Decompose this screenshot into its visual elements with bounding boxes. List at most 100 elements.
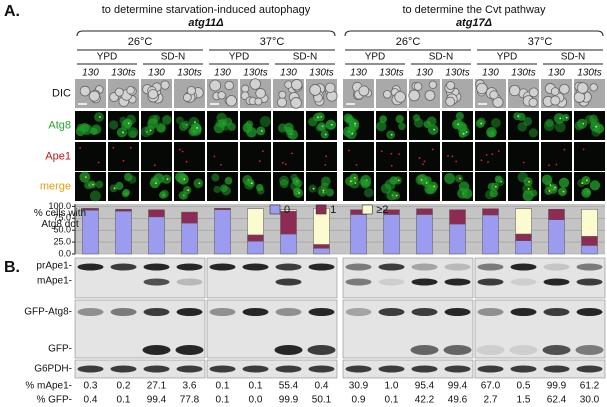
cell — [114, 87, 124, 97]
band — [576, 278, 603, 286]
band — [542, 345, 571, 355]
cell — [79, 85, 91, 97]
bar-segment — [181, 222, 198, 255]
strain: 130 — [82, 68, 99, 79]
band — [345, 263, 372, 271]
quant-value: 0.0 — [249, 395, 263, 406]
dot — [562, 190, 565, 193]
cell — [294, 179, 303, 188]
cell — [554, 121, 566, 133]
quant-value: 0.1 — [216, 395, 230, 406]
micrograph — [541, 142, 572, 171]
cell — [88, 90, 100, 102]
quant-value: 0.3 — [84, 381, 98, 392]
dot — [354, 182, 357, 184]
bar-segment — [449, 223, 466, 255]
dot — [213, 155, 216, 158]
cell — [358, 85, 370, 97]
quant-value: 30.9 — [349, 381, 369, 392]
cell — [528, 97, 538, 108]
cell — [415, 174, 426, 186]
cell — [290, 97, 302, 109]
dot — [398, 153, 401, 156]
cell — [574, 121, 584, 131]
cell — [254, 97, 263, 106]
cell — [160, 189, 169, 199]
dot — [349, 180, 352, 183]
dot — [581, 182, 584, 184]
quant-value: 42.2 — [415, 395, 435, 406]
cell — [246, 179, 255, 188]
cell — [360, 180, 370, 189]
cell — [246, 126, 257, 138]
band — [543, 365, 570, 373]
cell — [427, 124, 439, 135]
cell — [186, 86, 196, 96]
band — [477, 263, 504, 271]
cell — [183, 186, 192, 195]
cell — [589, 83, 598, 92]
dot — [563, 148, 566, 151]
band — [576, 308, 603, 316]
dot — [390, 133, 393, 136]
bar-segment — [515, 240, 532, 255]
cell — [523, 117, 533, 126]
cell — [162, 115, 172, 125]
cell — [446, 81, 456, 90]
cell — [90, 127, 98, 135]
micrograph — [273, 142, 304, 171]
quant-value: 2.7 — [484, 395, 498, 406]
cell — [544, 186, 553, 196]
band — [308, 365, 335, 373]
dot — [127, 122, 130, 125]
dot — [420, 178, 423, 181]
dot — [447, 154, 449, 157]
dot — [487, 161, 489, 163]
cell — [461, 188, 473, 199]
band — [77, 365, 104, 373]
panel-label: A. — [4, 3, 20, 20]
band — [378, 263, 405, 271]
cell — [386, 130, 396, 140]
cell — [494, 175, 502, 183]
band — [543, 278, 570, 286]
cell — [147, 88, 159, 100]
bar-segment — [515, 208, 532, 235]
strain: 130 — [416, 68, 433, 79]
strain: 130 — [548, 68, 565, 79]
band — [307, 345, 336, 355]
cell — [348, 118, 360, 129]
cell — [277, 123, 288, 133]
dot — [113, 187, 116, 190]
dot — [194, 121, 196, 124]
cell — [127, 127, 139, 138]
micrograph — [475, 142, 506, 171]
band — [378, 365, 405, 373]
band — [477, 278, 504, 286]
dot — [485, 154, 488, 156]
band — [444, 263, 471, 271]
bar-segment — [581, 208, 598, 237]
cell — [219, 184, 228, 193]
quant-value: 49.6 — [448, 395, 468, 406]
strain: 130ts — [445, 68, 469, 79]
band — [176, 278, 203, 286]
cell — [581, 187, 592, 198]
band — [242, 308, 269, 316]
dot — [423, 160, 426, 163]
dot — [457, 123, 460, 126]
cell — [182, 93, 192, 102]
cell — [325, 119, 337, 130]
cell — [279, 175, 290, 186]
micrograph — [574, 142, 605, 171]
cell — [428, 80, 438, 89]
medium: SD-N — [561, 52, 585, 63]
dot — [129, 146, 132, 149]
cell — [160, 80, 170, 90]
cell — [128, 175, 137, 184]
dot — [187, 189, 190, 192]
dot — [422, 163, 425, 166]
cell — [393, 176, 402, 185]
band — [274, 345, 303, 355]
cell — [122, 188, 130, 197]
